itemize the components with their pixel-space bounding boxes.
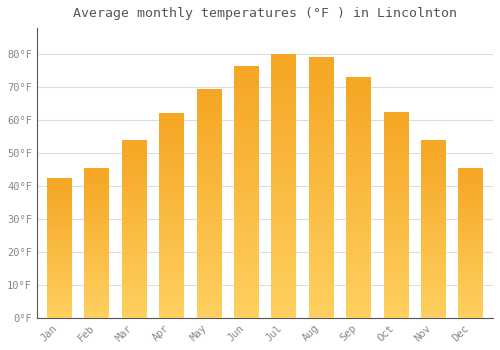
Title: Average monthly temperatures (°F ) in Lincolnton: Average monthly temperatures (°F ) in Li… bbox=[73, 7, 457, 20]
